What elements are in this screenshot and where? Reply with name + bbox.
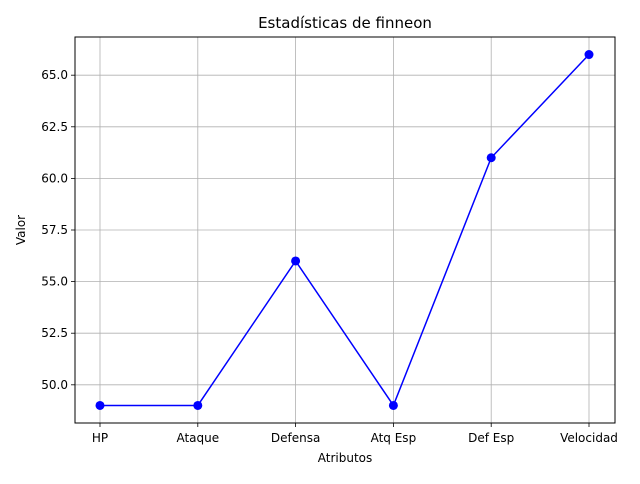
data-point-atq-esp (388, 400, 398, 410)
y-tick-label: 52.5 (41, 326, 68, 340)
data-point-defensa (291, 256, 301, 266)
x-tick-label: Def Esp (468, 431, 514, 445)
x-tick-label: Atq Esp (371, 431, 417, 445)
y-axis-label: Valor (14, 215, 28, 245)
chart-title: Estadísticas de finneon (258, 14, 432, 32)
y-tick-label: 50.0 (41, 378, 68, 392)
x-tick-label: Defensa (271, 431, 320, 445)
data-point-velocidad (584, 50, 594, 60)
y-tick-label: 55.0 (41, 275, 68, 289)
x-axis-ticks: HP Ataque Defensa Atq Esp Def Esp Velocidad (92, 423, 618, 445)
data-point-hp (95, 400, 105, 410)
x-tick-label: Velocidad (560, 431, 618, 445)
series-layer (95, 50, 594, 410)
y-tick-label: 57.5 (41, 223, 68, 237)
y-tick-label: 65.0 (41, 68, 68, 82)
data-point-ataque (193, 400, 203, 410)
data-point-def-esp (486, 153, 496, 163)
series-line (100, 54, 590, 408)
y-tick-label: 60.0 (41, 171, 68, 185)
y-axis-ticks: 50.0 52.5 55.0 57.5 60.0 62.5 65.0 (41, 68, 75, 392)
x-tick-label: HP (92, 431, 108, 445)
y-tick-label: 62.5 (41, 120, 68, 134)
x-axis-label: Atributos (318, 451, 373, 465)
grid-lines (75, 37, 615, 423)
x-tick-label: Ataque (176, 431, 219, 445)
